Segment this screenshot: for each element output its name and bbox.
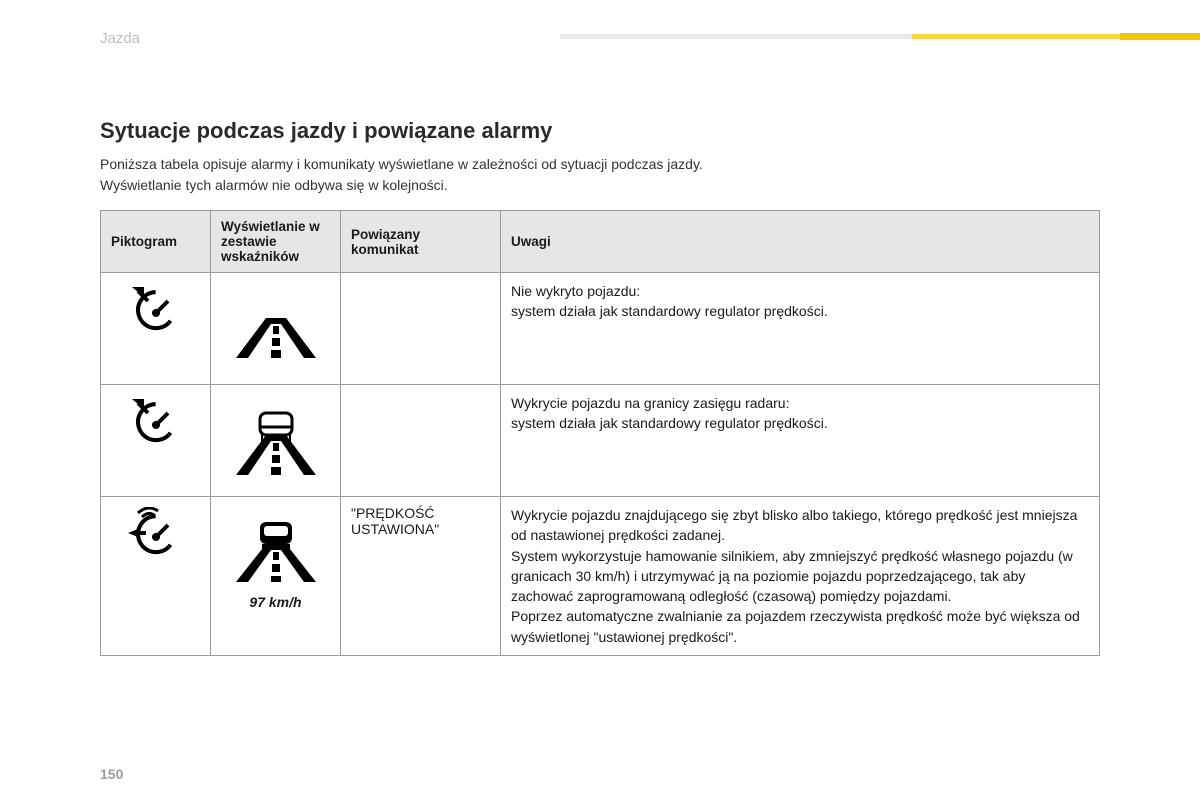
table-header-row: Piktogram Wyświetlanie w zestawie wskaźn… <box>101 211 1100 273</box>
header-accent-bar <box>560 34 1200 39</box>
cell-display <box>211 385 341 497</box>
cell-pictogram <box>101 497 211 656</box>
cell-notes: Wykrycie pojazdu znajdującego się zbyt b… <box>501 497 1100 656</box>
section-label: Jazda <box>100 30 140 47</box>
table-row: 97 km/h "PRĘDKOŚĆ USTAWIONA" Wykrycie po… <box>101 497 1100 656</box>
th-notes: Uwagi <box>501 211 1100 273</box>
road-car-outline-icon <box>226 395 326 485</box>
cell-pictogram <box>101 385 211 497</box>
road-car-solid-icon <box>226 507 326 597</box>
th-pictogram: Piktogram <box>101 211 211 273</box>
main-content: Sytuacje podczas jazdy i powiązane alarm… <box>100 118 1100 656</box>
cell-notes: Wykrycie pojazdu na granicy zasięgu rada… <box>501 385 1100 497</box>
page-heading: Sytuacje podczas jazdy i powiązane alarm… <box>100 118 1100 144</box>
cell-display <box>211 273 341 385</box>
cell-display: 97 km/h <box>211 497 341 656</box>
road-empty-icon <box>226 283 326 373</box>
intro-line-2: Wyświetlanie tych alarmów nie odbywa się… <box>100 177 448 193</box>
cell-message <box>341 273 501 385</box>
cell-message <box>341 385 501 497</box>
th-message: Powiązany komunikat <box>341 211 501 273</box>
intro-line-1: Poniższa tabela opisuje alarmy i komunik… <box>100 156 703 172</box>
table-row: Nie wykryto pojazdu:system działa jak st… <box>101 273 1100 385</box>
alarm-table: Piktogram Wyświetlanie w zestawie wskaźn… <box>100 210 1100 656</box>
th-display: Wyświetlanie w zestawie wskaźników <box>211 211 341 273</box>
speedometer-arrow-icon <box>126 283 186 331</box>
page-number: 150 <box>100 766 123 782</box>
speedometer-arrow-icon <box>126 395 186 443</box>
cell-message: "PRĘDKOŚĆ USTAWIONA" <box>341 497 501 656</box>
intro-text: Poniższa tabela opisuje alarmy i komunik… <box>100 154 1100 196</box>
cell-pictogram <box>101 273 211 385</box>
table-row: Wykrycie pojazdu na granicy zasięgu rada… <box>101 385 1100 497</box>
speedometer-waves-icon <box>126 507 186 555</box>
cell-notes: Nie wykryto pojazdu:system działa jak st… <box>501 273 1100 385</box>
